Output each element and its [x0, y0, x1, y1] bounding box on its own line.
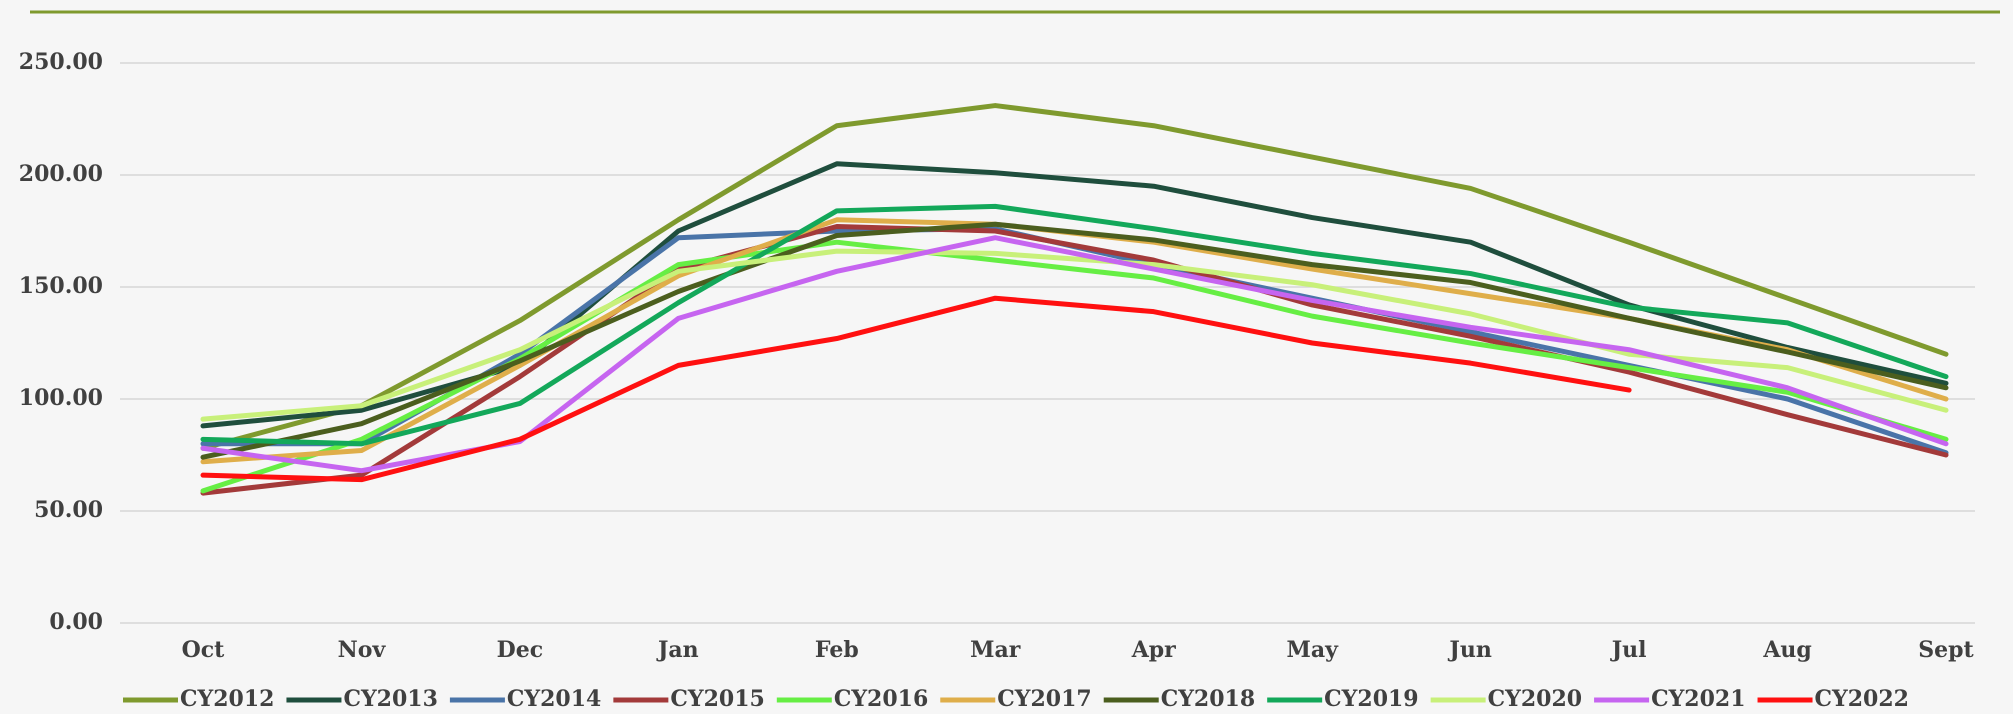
x-tick-label: Sept	[1918, 637, 1974, 663]
legend-label: CY2015	[670, 686, 764, 712]
x-tick-label: Nov	[338, 637, 387, 663]
y-tick-label: 200.00	[19, 161, 103, 187]
series-line	[200, 295, 1632, 483]
legend-label: CY2012	[180, 686, 274, 712]
y-tick-label: 250.00	[19, 49, 103, 75]
y-tick-label: 50.00	[34, 497, 103, 523]
series-line	[200, 103, 1949, 451]
x-tick-label: Dec	[497, 637, 543, 663]
y-tick-label: 0.00	[49, 609, 103, 635]
x-tick-label: Aug	[1762, 637, 1811, 663]
x-tick-label: Jul	[1610, 637, 1647, 663]
x-tick-label: Jan	[656, 637, 699, 663]
legend-label: CY2020	[1488, 686, 1582, 712]
legend-label: CY2017	[997, 686, 1091, 712]
legend-label: CY2021	[1651, 686, 1745, 712]
legend-label: CY2013	[343, 686, 437, 712]
series-line	[200, 224, 1949, 496]
legend-label: CY2014	[507, 686, 601, 712]
x-tick-label: Apr	[1131, 637, 1176, 663]
legend-label: CY2022	[1815, 686, 1909, 712]
x-tick-label: Jun	[1447, 637, 1491, 663]
legend-label: CY2016	[834, 686, 928, 712]
y-tick-label: 150.00	[19, 273, 103, 299]
series-line	[200, 203, 1949, 447]
series-line	[200, 221, 1949, 460]
y-tick-label: 100.00	[19, 385, 103, 411]
x-tick-label: Feb	[815, 637, 859, 663]
legend-label: CY2018	[1161, 686, 1255, 712]
x-tick-label: Oct	[182, 637, 226, 663]
legend-label: CY2019	[1324, 686, 1418, 712]
x-tick-label: Mar	[970, 637, 1021, 663]
x-tick-label: May	[1286, 637, 1339, 663]
